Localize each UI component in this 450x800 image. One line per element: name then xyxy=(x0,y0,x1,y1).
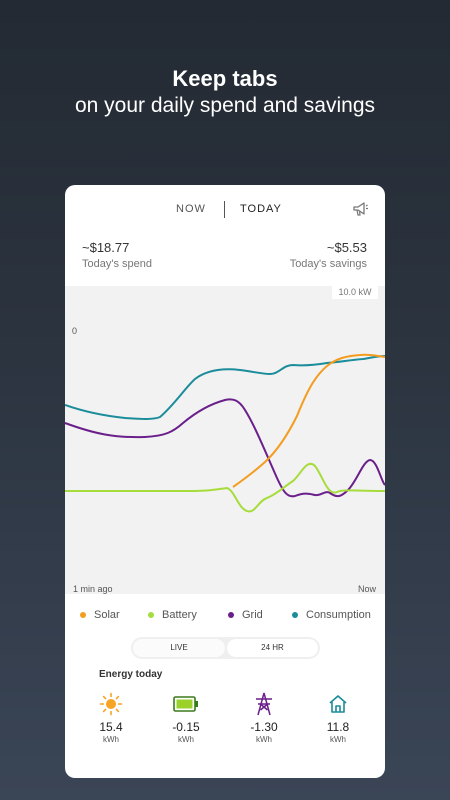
chart-legend: Solar Battery Grid Consumption xyxy=(65,609,385,625)
house-icon xyxy=(308,692,368,716)
page-headline: Keep tabs xyxy=(172,66,278,91)
savings-value: ~$5.53 xyxy=(326,240,367,255)
sun-icon xyxy=(81,692,141,716)
page-subheadline: on your daily spend and savings xyxy=(74,94,376,117)
consumption-stat: 11.8 kWh xyxy=(308,692,368,744)
toggle-24hr-button[interactable]: 24 HR xyxy=(227,639,318,657)
legend-consumption: Consumption xyxy=(292,609,371,621)
tab-now[interactable]: NOW xyxy=(176,203,206,215)
legend-solar-label: Solar xyxy=(94,609,120,621)
megaphone-icon[interactable] xyxy=(352,201,370,222)
period-tabs: NOW TODAY xyxy=(65,201,385,223)
solar-unit: kWh xyxy=(103,735,119,744)
legend-battery-swatch xyxy=(148,612,154,618)
grid-unit: kWh xyxy=(256,735,272,744)
battery-value: -0.15 xyxy=(172,720,200,734)
battery-stat: -0.15 kWh xyxy=(156,692,216,744)
legend-battery-label: Battery xyxy=(162,609,197,621)
grid-stat: -1.30 kWh xyxy=(234,692,294,744)
legend-solar: Solar xyxy=(80,609,120,621)
energy-today-title: Energy today xyxy=(99,669,163,680)
legend-consumption-swatch xyxy=(292,612,298,618)
chart-scale-label: 10.0 kW xyxy=(332,286,378,299)
pylon-icon xyxy=(234,692,294,716)
tab-divider xyxy=(224,201,225,218)
consumption-series-line xyxy=(65,355,385,420)
legend-solar-swatch xyxy=(80,612,86,618)
grid-series-line xyxy=(65,398,385,498)
grid-value: -1.30 xyxy=(250,720,278,734)
consumption-value: 11.8 xyxy=(326,720,350,734)
legend-battery: Battery xyxy=(148,609,197,621)
legend-grid: Grid xyxy=(228,609,263,621)
range-toggle: LIVE 24 HR xyxy=(131,637,320,659)
spend-value: ~$18.77 xyxy=(82,240,130,255)
battery-icon xyxy=(156,692,216,716)
solar-value: 15.4 xyxy=(99,720,123,734)
toggle-live-button[interactable]: LIVE xyxy=(133,639,225,657)
power-chart[interactable] xyxy=(65,286,385,594)
spend-label: Today's spend xyxy=(82,258,152,270)
savings-label: Today's savings xyxy=(289,258,367,270)
consumption-unit: kWh xyxy=(330,735,346,744)
chart-zero-label: 0 xyxy=(72,326,78,336)
solar-series-line xyxy=(232,353,385,488)
x-axis-start-label: 1 min ago xyxy=(73,584,113,594)
battery-series-line xyxy=(65,462,385,513)
tab-today[interactable]: TODAY xyxy=(240,203,282,215)
x-axis-end-label: Now xyxy=(357,584,376,594)
legend-consumption-label: Consumption xyxy=(306,609,371,621)
legend-grid-label: Grid xyxy=(242,609,263,621)
energy-card: NOW TODAY ~$18.77 Today's spend ~$5.53 T… xyxy=(65,185,385,778)
battery-unit: kWh xyxy=(178,735,194,744)
solar-stat: 15.4 kWh xyxy=(81,692,141,744)
legend-grid-swatch xyxy=(228,612,234,618)
